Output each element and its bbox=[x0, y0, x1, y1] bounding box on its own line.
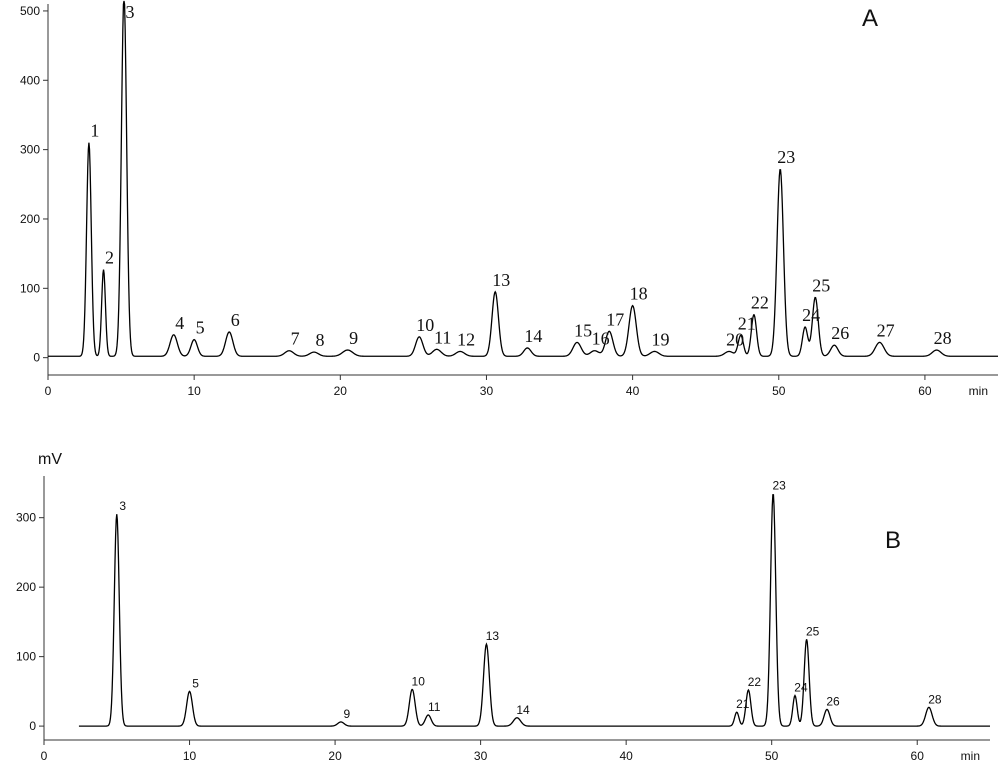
peak-label: 1 bbox=[90, 121, 99, 141]
peak-label: 4 bbox=[175, 313, 184, 333]
peak-label: 16 bbox=[592, 329, 610, 349]
y-tick-label: 500 bbox=[20, 4, 40, 18]
peak-label: 13 bbox=[492, 270, 510, 290]
peak-label: 8 bbox=[316, 330, 325, 350]
peak-label: 28 bbox=[934, 328, 952, 348]
peak-label: 7 bbox=[291, 329, 300, 349]
x-tick-label: 30 bbox=[474, 749, 488, 763]
x-tick-label: 30 bbox=[480, 384, 494, 398]
peak-label: 24 bbox=[802, 305, 820, 325]
x-tick-label: 20 bbox=[328, 749, 342, 763]
peak-label: 17 bbox=[606, 309, 624, 329]
x-unit-label: min bbox=[969, 384, 988, 398]
y-tick-label: 200 bbox=[16, 580, 36, 594]
y-tick-label: 400 bbox=[20, 73, 40, 87]
chromatogram-trace bbox=[48, 0, 998, 357]
peak-label: 23 bbox=[772, 478, 786, 492]
y-tick-label: 300 bbox=[20, 143, 40, 157]
peak-label: 18 bbox=[630, 284, 648, 304]
y-tick-label: 200 bbox=[20, 212, 40, 226]
x-tick-label: 50 bbox=[765, 749, 779, 763]
peak-label: 25 bbox=[806, 624, 820, 638]
peak-label: 14 bbox=[524, 326, 542, 346]
peak-label: 21 bbox=[736, 697, 750, 711]
peak-label: 22 bbox=[751, 293, 769, 313]
panel-b: 0 10 20 30 40 50 60 min0100200300mVB35910111314… bbox=[16, 451, 990, 763]
y-tick-label: 100 bbox=[16, 650, 36, 664]
peak-label: 26 bbox=[831, 323, 849, 343]
peak-label: 6 bbox=[231, 310, 240, 330]
peak-label: 24 bbox=[794, 681, 808, 695]
peak-label: 21 bbox=[738, 313, 756, 333]
peak-label: 5 bbox=[196, 318, 205, 338]
peak-label: 10 bbox=[416, 315, 434, 335]
peak-label: 14 bbox=[516, 703, 530, 717]
peak-label: 11 bbox=[428, 700, 441, 714]
peak-label: 22 bbox=[748, 675, 762, 689]
peak-label: 9 bbox=[349, 328, 358, 348]
x-tick-label: 20 bbox=[334, 384, 348, 398]
x-tick-label: 10 bbox=[187, 384, 201, 398]
chromatogram-trace bbox=[78, 494, 990, 727]
x-tick-label: 60 bbox=[911, 749, 925, 763]
x-unit-label: min bbox=[961, 749, 980, 763]
peak-label: 15 bbox=[574, 320, 592, 340]
peak-label: 19 bbox=[652, 329, 670, 349]
y-tick-label: 100 bbox=[20, 281, 40, 295]
peak-label: 11 bbox=[434, 327, 451, 347]
y-axis-label: mV bbox=[38, 451, 62, 468]
peak-label: 25 bbox=[812, 275, 830, 295]
peak-label: 13 bbox=[486, 629, 500, 643]
peak-label: 20 bbox=[726, 329, 744, 349]
peak-label: 9 bbox=[344, 707, 351, 721]
x-tick-label: 40 bbox=[619, 749, 633, 763]
peak-label: 26 bbox=[826, 694, 840, 708]
peak-label: 12 bbox=[457, 329, 475, 349]
peak-label: 3 bbox=[126, 2, 135, 22]
y-tick-label: 0 bbox=[33, 351, 40, 365]
peak-label: 3 bbox=[119, 499, 126, 513]
peak-label: 27 bbox=[877, 320, 895, 340]
panel-letter: A bbox=[862, 5, 878, 32]
x-tick-label: 50 bbox=[772, 384, 786, 398]
x-tick-label: 60 bbox=[918, 384, 932, 398]
panel-letter: B bbox=[885, 527, 901, 554]
peak-label: 23 bbox=[777, 147, 795, 167]
peak-label: 28 bbox=[928, 692, 942, 706]
x-tick-label: 0 bbox=[45, 384, 52, 398]
peak-label: 10 bbox=[412, 674, 426, 688]
y-tick-label: 300 bbox=[16, 511, 36, 525]
x-tick-label: 10 bbox=[183, 749, 197, 763]
peak-label: 5 bbox=[192, 676, 199, 690]
x-tick-label: 40 bbox=[626, 384, 640, 398]
x-tick-label: 0 bbox=[41, 749, 48, 763]
y-tick-label: 0 bbox=[29, 719, 36, 733]
peak-label: 2 bbox=[105, 248, 114, 268]
